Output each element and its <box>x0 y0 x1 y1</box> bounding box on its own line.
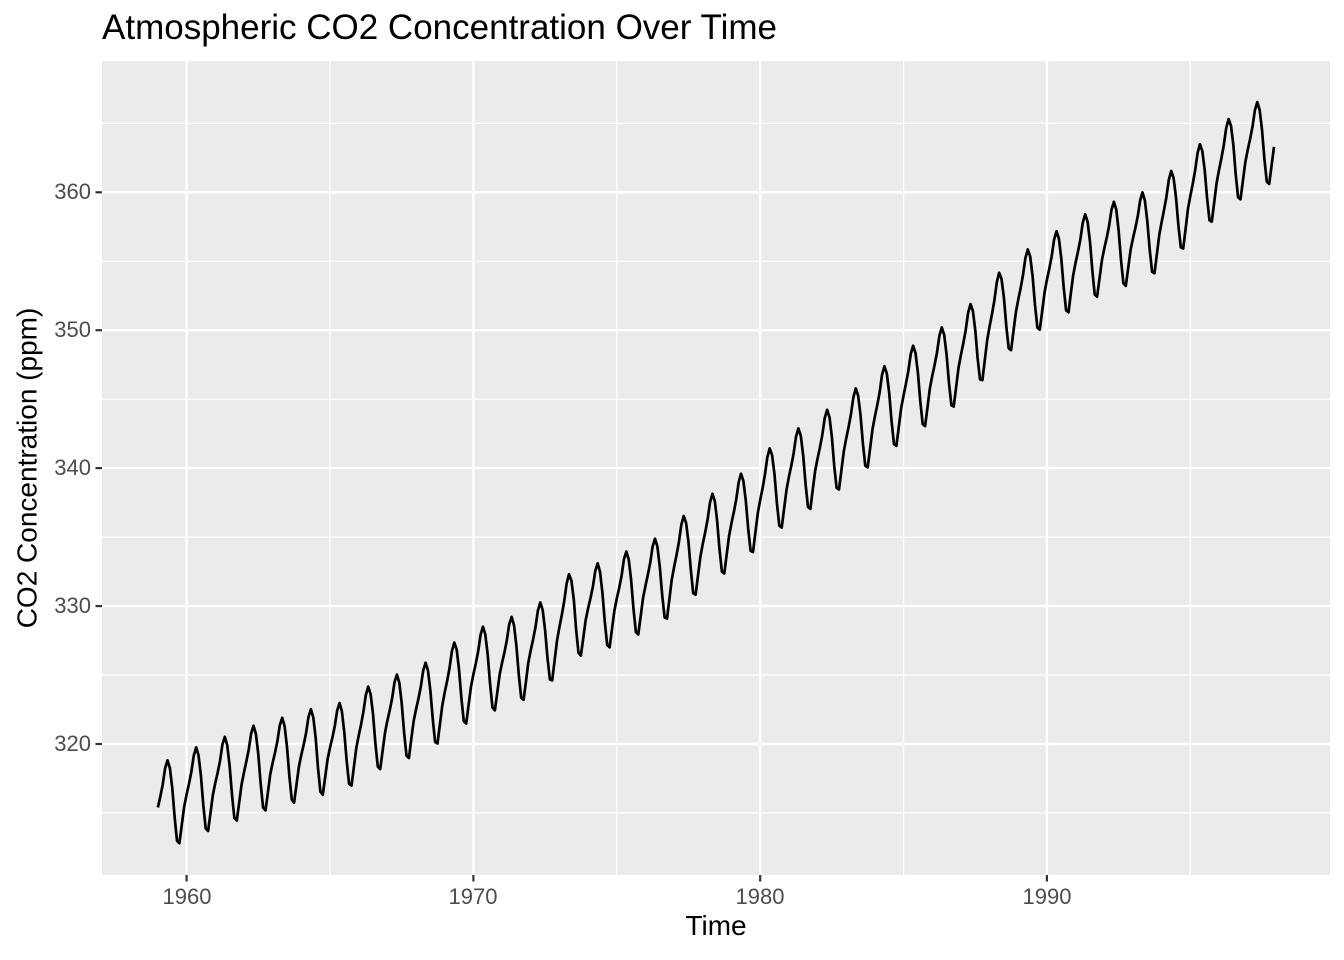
y-axis-tick-label: 340 <box>54 455 91 480</box>
x-axis-title: Time <box>685 910 747 941</box>
x-axis-tick-label: 1970 <box>448 884 498 909</box>
x-axis-tick-label: 1990 <box>1022 884 1072 909</box>
plot-title: Atmospheric CO2 Concentration Over Time <box>102 8 777 47</box>
y-axis-tick-label: 360 <box>54 179 91 204</box>
y-axis-tick-label: 350 <box>54 317 91 342</box>
x-axis-tick-label: 1960 <box>162 884 212 909</box>
co2-series-line <box>156 100 1276 845</box>
y-axis-tick-label: 330 <box>54 593 91 618</box>
x-axis-tick-label: 1980 <box>735 884 785 909</box>
y-axis-tick-label: 320 <box>54 731 91 756</box>
